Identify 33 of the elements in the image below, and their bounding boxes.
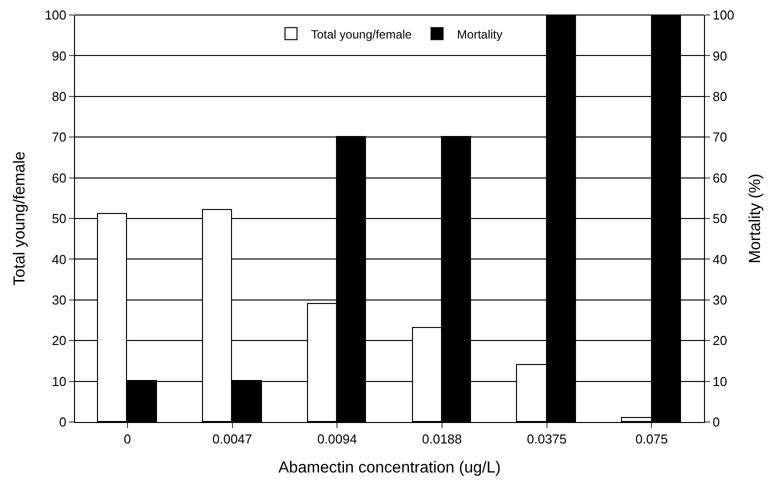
x-tick-label: 0.0094 bbox=[317, 432, 357, 447]
y2-tick-label: 30 bbox=[712, 292, 728, 308]
y2-axis-title: Mortality (%) bbox=[747, 174, 764, 264]
y2-tick-label: 0 bbox=[712, 414, 720, 430]
y2-tick-label: 90 bbox=[712, 48, 728, 64]
y-tick-label: 20 bbox=[52, 333, 66, 348]
x-tick-label: 0.0047 bbox=[212, 432, 252, 447]
legend-label: Total young/female bbox=[311, 27, 412, 42]
y2-tick-label: 50 bbox=[712, 211, 728, 226]
x-tick-label: 0.075 bbox=[635, 432, 668, 447]
y-axis-title: Total young/female bbox=[12, 151, 29, 286]
y-tick-label: 60 bbox=[52, 170, 66, 186]
legend-label: Mortality bbox=[457, 27, 502, 42]
y-tick-label: 50 bbox=[52, 211, 66, 226]
y2-tick-label: 70 bbox=[712, 130, 728, 145]
y-tick-label: 70 bbox=[52, 130, 66, 145]
y-tick-label: 100 bbox=[44, 8, 66, 23]
y-tick-label: 80 bbox=[52, 88, 66, 104]
x-tick-label: 0 bbox=[124, 432, 132, 447]
y-tick-label: 90 bbox=[52, 48, 66, 64]
x-tick-label: 0.0188 bbox=[422, 432, 462, 447]
y-tick-label: 10 bbox=[52, 374, 66, 389]
y-tick-label: 40 bbox=[52, 252, 66, 267]
y2-tick-label: 80 bbox=[712, 88, 728, 104]
y2-tick-label: 40 bbox=[712, 252, 728, 267]
x-tick-label: 0.0375 bbox=[526, 432, 567, 447]
y2-tick-label: 20 bbox=[712, 333, 728, 348]
y2-tick-label: 60 bbox=[712, 170, 728, 186]
y-tick-label: 30 bbox=[52, 292, 66, 308]
x-axis-title: Abamectin concentration (ug/L) bbox=[278, 459, 501, 476]
y-tick-label: 0 bbox=[59, 414, 66, 430]
y2-tick-label: 10 bbox=[712, 374, 728, 389]
y2-tick-label: 100 bbox=[712, 8, 734, 23]
